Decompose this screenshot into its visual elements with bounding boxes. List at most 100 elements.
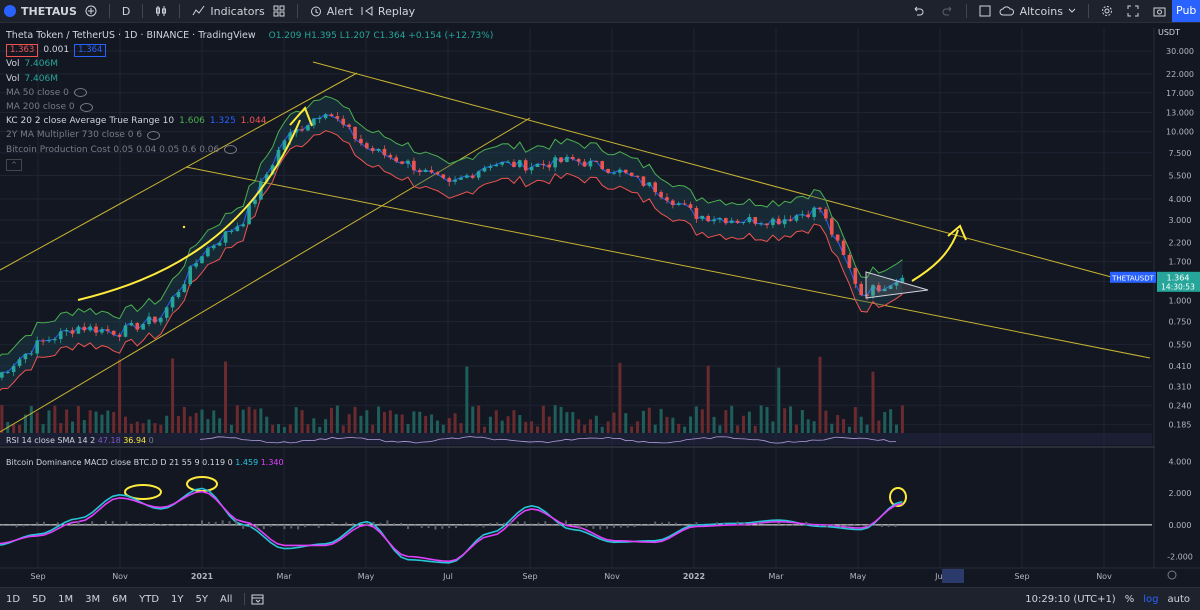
legend-kc[interactable]: KC 20 2 close Average True Range 10 1.60… bbox=[6, 114, 493, 128]
symbol-search-button[interactable]: THETAUS bbox=[0, 5, 81, 18]
hidden-eye-icon[interactable] bbox=[80, 103, 93, 112]
candle-body bbox=[577, 159, 581, 162]
volume-bar bbox=[819, 357, 822, 433]
volume-bar bbox=[130, 424, 133, 433]
time-tick-label: Nov bbox=[604, 572, 620, 581]
volume-bar bbox=[713, 417, 716, 433]
alert-button[interactable]: Alert bbox=[306, 5, 357, 18]
candle-body bbox=[789, 219, 793, 220]
range-1d[interactable]: 1D bbox=[0, 594, 26, 605]
replay-button[interactable]: Replay bbox=[357, 5, 419, 18]
candle-body bbox=[94, 327, 98, 333]
volume-bar bbox=[189, 416, 192, 433]
hidden-eye-icon[interactable] bbox=[74, 88, 87, 97]
macd-histogram-bar bbox=[153, 523, 155, 525]
volume-bar bbox=[206, 419, 209, 433]
macd-histogram-bar bbox=[373, 522, 375, 525]
candle-body bbox=[71, 330, 75, 333]
candle-body bbox=[818, 208, 822, 210]
time-tick-label: Sep bbox=[30, 572, 45, 581]
volume-bar bbox=[159, 425, 162, 433]
macd-histogram-bar bbox=[455, 525, 457, 528]
range-5y[interactable]: 5Y bbox=[190, 594, 214, 605]
candle-body bbox=[759, 223, 763, 224]
volume-bar bbox=[100, 415, 103, 433]
price-tick-label: 2.200 bbox=[1169, 239, 1192, 248]
percent-scale-toggle[interactable]: % bbox=[1125, 594, 1135, 605]
range-all[interactable]: All bbox=[214, 594, 238, 605]
volume-bar bbox=[218, 418, 221, 433]
range-1y[interactable]: 1Y bbox=[165, 594, 189, 605]
legend-ma50[interactable]: MA 50 close 0 bbox=[6, 86, 493, 100]
volume-bar bbox=[283, 427, 286, 433]
time-tick-label: May bbox=[850, 572, 867, 581]
ma200-label: MA 200 close 0 bbox=[6, 100, 75, 114]
undo-button[interactable] bbox=[908, 5, 928, 17]
range-3m[interactable]: 3M bbox=[79, 594, 106, 605]
fullscreen-layout-button[interactable] bbox=[975, 5, 995, 17]
settings-button[interactable] bbox=[1097, 5, 1117, 17]
hidden-eye-icon[interactable] bbox=[147, 131, 160, 140]
macd-histogram-bar bbox=[366, 523, 368, 525]
axis-settings-gear-icon bbox=[1168, 571, 1176, 579]
candle-body bbox=[583, 162, 587, 167]
volume-bar bbox=[683, 427, 686, 433]
macd-histogram-bar bbox=[586, 525, 588, 528]
redo-button[interactable] bbox=[938, 5, 958, 17]
macd-histogram-bar bbox=[112, 521, 114, 525]
range-1m[interactable]: 1M bbox=[52, 594, 79, 605]
snapshot-button[interactable] bbox=[1149, 5, 1170, 17]
interval-button[interactable]: D bbox=[118, 5, 134, 18]
candle-body bbox=[736, 221, 740, 223]
price-tick-label: 13.000 bbox=[1166, 108, 1194, 117]
layouts-button[interactable] bbox=[269, 5, 289, 17]
compare-button[interactable] bbox=[81, 5, 101, 17]
volume-bar bbox=[901, 405, 904, 433]
macd-legend[interactable]: Bitcoin Dominance MACD close BTC.D D 21 … bbox=[6, 458, 284, 467]
macd-histogram-bar bbox=[228, 521, 230, 525]
clock-timezone[interactable]: 10:29:10 (UTC+1) bbox=[1025, 594, 1115, 605]
volume-bar bbox=[89, 410, 92, 433]
volume-bar bbox=[636, 421, 639, 433]
legend-2yma[interactable]: 2Y MA Multiplier 730 close 0 6 bbox=[6, 128, 493, 142]
candle-body bbox=[695, 208, 699, 219]
fullscreen-button[interactable] bbox=[1123, 5, 1143, 17]
legend-collapse-button[interactable]: ^ bbox=[6, 159, 22, 171]
indicators-button[interactable]: Indicators bbox=[188, 5, 268, 18]
range-ytd[interactable]: YTD bbox=[133, 594, 165, 605]
ask-price-box[interactable]: 1.364 bbox=[74, 44, 106, 57]
volume-bar bbox=[295, 407, 298, 433]
bid-price-box[interactable]: 1.363 bbox=[6, 44, 38, 57]
auto-scale-toggle[interactable]: auto bbox=[1167, 594, 1190, 605]
legend-ma200[interactable]: MA 200 close 0 bbox=[6, 100, 493, 114]
goto-date-icon[interactable] bbox=[251, 593, 265, 605]
candle-body bbox=[524, 160, 528, 170]
volume-bar bbox=[136, 422, 139, 433]
square-icon bbox=[979, 5, 991, 17]
time-tick-label: Mar bbox=[768, 572, 784, 581]
layout-menu-button[interactable]: Altcoins bbox=[995, 5, 1080, 18]
volume-bar bbox=[724, 410, 727, 433]
rsi-extra-value: 0 bbox=[149, 436, 154, 445]
price-tick-label: 10.000 bbox=[1166, 128, 1194, 137]
macd-histogram-bar bbox=[441, 525, 443, 529]
candle-body bbox=[512, 162, 516, 167]
chart-type-button[interactable] bbox=[151, 5, 171, 17]
hidden-eye-icon[interactable] bbox=[224, 145, 237, 154]
candle-body bbox=[777, 219, 781, 225]
candle-body bbox=[112, 331, 116, 335]
candle-body bbox=[854, 268, 858, 284]
range-5d[interactable]: 5D bbox=[26, 594, 52, 605]
rsi-legend[interactable]: RSI 14 close SMA 14 2 47.18 36.94 0 bbox=[6, 436, 154, 445]
log-scale-toggle[interactable]: log bbox=[1143, 594, 1158, 605]
volume-bar bbox=[583, 425, 586, 433]
publish-button[interactable]: Pub bbox=[1172, 0, 1200, 22]
candle-body bbox=[536, 164, 540, 167]
range-6m[interactable]: 6M bbox=[106, 594, 133, 605]
macd-histogram-bar bbox=[826, 525, 828, 528]
macd-histogram-bar bbox=[22, 525, 24, 527]
macd-histogram-bar bbox=[750, 525, 752, 526]
legend-btc-cost[interactable]: Bitcoin Production Cost 0.05 0.04 0.05 0… bbox=[6, 143, 493, 157]
